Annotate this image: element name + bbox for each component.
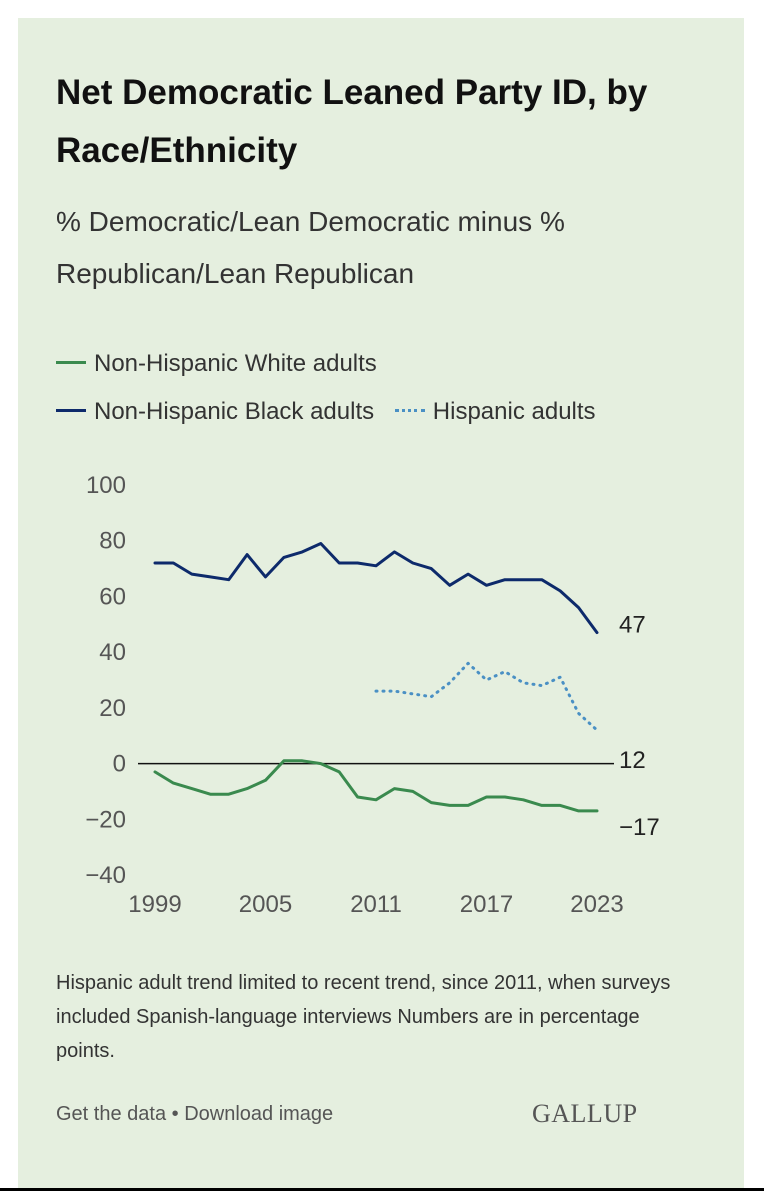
chart-card [18,18,744,1188]
chart-note: Hispanic adult trend limited to recent t… [56,972,671,1062]
legend-swatch-white [56,361,86,365]
chart-subtitle: % Democratic/Lean Democratic minus % Rep… [56,206,565,289]
chart-title: Net Democratic Leaned Party ID, by Race/… [56,73,648,170]
series-line-2 [374,661,599,732]
download-image-link[interactable]: Download image [184,1103,334,1125]
footer-links: Get the data • Download image [56,1103,333,1126]
chart-legend: Non-Hispanic White adults Non-Hispanic B… [56,340,696,436]
legend-swatch-hispanic [394,409,425,413]
y-tick-label: 60 [99,583,126,610]
legend-swatch-black [56,409,86,413]
end-value-label: 47 [619,612,646,639]
x-tick-label: 2017 [460,891,513,918]
footer-separator: • [166,1103,185,1125]
gallup-logo: GALLUP [532,1099,638,1128]
get-data-link[interactable]: Get the data [56,1103,167,1125]
x-tick-label: 2011 [350,891,402,918]
series-line-0 [153,759,599,813]
series-line-1 [153,542,599,635]
legend-item-hispanic: Hispanic adults [394,398,596,425]
y-tick-label: −40 [85,862,126,889]
y-tick-label: 40 [99,639,126,666]
x-tick-label: 1999 [128,891,181,918]
end-value-label: 12 [619,747,646,774]
legend-label-white: Non-Hispanic White adults [94,350,377,377]
divider [0,1188,764,1191]
legend-item-white: Non-Hispanic White adults [56,350,377,377]
legend-item-black: Non-Hispanic Black adults [56,398,374,425]
end-value-label: −17 [619,814,660,841]
y-tick-label: 20 [99,695,126,722]
y-tick-label: 0 [113,751,126,778]
y-tick-label: 80 [99,528,126,555]
y-tick-label: 100 [86,472,126,499]
legend-label-hispanic: Hispanic adults [432,398,596,425]
legend-label-black: Non-Hispanic Black adults [94,398,375,425]
x-tick-label: 2005 [239,891,292,918]
x-tick-label: 2023 [570,891,623,918]
y-tick-label: −20 [85,806,126,833]
